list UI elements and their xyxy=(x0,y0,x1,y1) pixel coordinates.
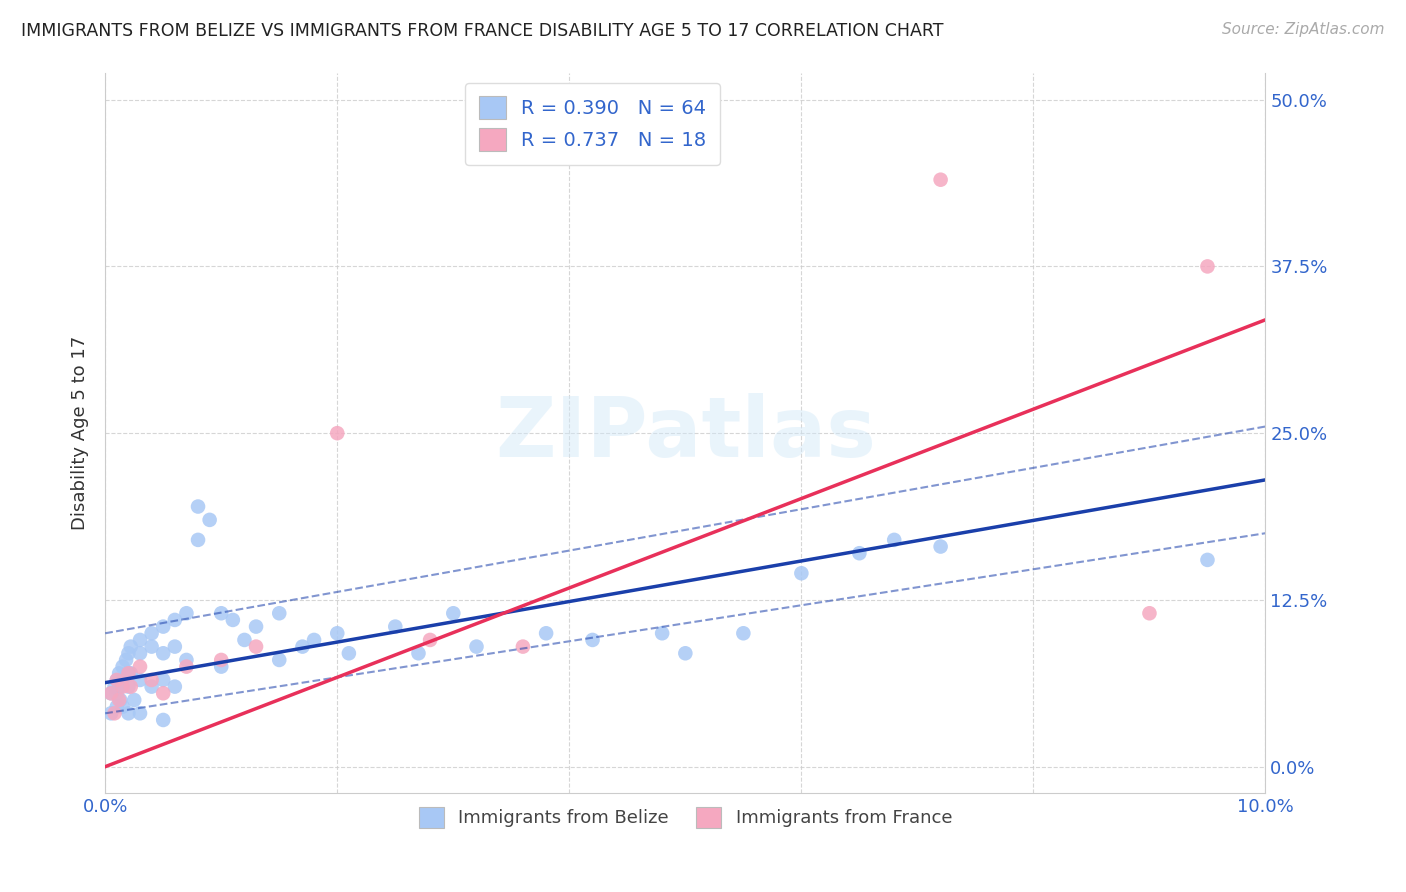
Point xyxy=(883,533,905,547)
Point xyxy=(122,693,145,707)
Point xyxy=(103,680,125,694)
Point xyxy=(209,653,232,667)
Point xyxy=(117,646,139,660)
Point xyxy=(129,673,152,687)
Point xyxy=(108,666,131,681)
Point xyxy=(141,680,163,694)
Point xyxy=(110,693,132,707)
Point xyxy=(163,680,186,694)
Point xyxy=(120,666,142,681)
Point xyxy=(534,626,557,640)
Point xyxy=(152,686,174,700)
Point xyxy=(111,659,134,673)
Point xyxy=(512,640,534,654)
Point xyxy=(152,619,174,633)
Point xyxy=(105,673,128,687)
Point xyxy=(384,619,406,633)
Point xyxy=(129,646,152,660)
Point xyxy=(1197,260,1219,274)
Point xyxy=(152,646,174,660)
Point xyxy=(111,673,134,687)
Point xyxy=(176,659,198,673)
Point xyxy=(198,513,221,527)
Point xyxy=(1197,553,1219,567)
Point xyxy=(141,626,163,640)
Point xyxy=(176,653,198,667)
Point xyxy=(120,680,142,694)
Point xyxy=(111,680,134,694)
Point xyxy=(100,686,122,700)
Text: Source: ZipAtlas.com: Source: ZipAtlas.com xyxy=(1222,22,1385,37)
Point xyxy=(269,653,291,667)
Point xyxy=(111,699,134,714)
Point xyxy=(291,640,314,654)
Point xyxy=(441,607,464,621)
Point xyxy=(117,706,139,721)
Point xyxy=(209,607,232,621)
Point xyxy=(176,607,198,621)
Point xyxy=(187,533,209,547)
Text: IMMIGRANTS FROM BELIZE VS IMMIGRANTS FROM FRANCE DISABILITY AGE 5 TO 17 CORRELAT: IMMIGRANTS FROM BELIZE VS IMMIGRANTS FRO… xyxy=(21,22,943,40)
Point xyxy=(245,619,267,633)
Point xyxy=(120,640,142,654)
Point xyxy=(108,680,131,694)
Point xyxy=(733,626,755,640)
Point xyxy=(117,666,139,681)
Point xyxy=(129,632,152,647)
Point xyxy=(302,632,325,647)
Point xyxy=(105,686,128,700)
Point xyxy=(108,693,131,707)
Point xyxy=(651,626,673,640)
Point xyxy=(326,426,349,441)
Point xyxy=(152,713,174,727)
Point xyxy=(465,640,488,654)
Point xyxy=(848,546,870,560)
Point xyxy=(117,666,139,681)
Point xyxy=(100,706,122,721)
Point xyxy=(929,540,952,554)
Point xyxy=(209,659,232,673)
Point xyxy=(105,673,128,687)
Point xyxy=(152,673,174,687)
Point xyxy=(129,659,152,673)
Point xyxy=(233,632,256,647)
Point xyxy=(103,706,125,721)
Point xyxy=(245,640,267,654)
Point xyxy=(269,607,291,621)
Point xyxy=(222,613,245,627)
Point xyxy=(673,646,696,660)
Point xyxy=(187,500,209,514)
Point xyxy=(115,653,138,667)
Point xyxy=(141,673,163,687)
Point xyxy=(1139,607,1161,621)
Point xyxy=(581,632,603,647)
Point xyxy=(163,613,186,627)
Text: ZIPatlas: ZIPatlas xyxy=(495,392,876,474)
Point xyxy=(326,626,349,640)
Point xyxy=(129,706,152,721)
Point xyxy=(105,699,128,714)
Point xyxy=(337,646,360,660)
Point xyxy=(117,680,139,694)
Legend: Immigrants from Belize, Immigrants from France: Immigrants from Belize, Immigrants from … xyxy=(412,799,959,835)
Point xyxy=(141,640,163,654)
Point xyxy=(419,632,441,647)
Point xyxy=(929,172,952,186)
Y-axis label: Disability Age 5 to 17: Disability Age 5 to 17 xyxy=(72,336,89,530)
Point xyxy=(790,566,813,581)
Point xyxy=(100,686,122,700)
Point xyxy=(408,646,430,660)
Point xyxy=(163,640,186,654)
